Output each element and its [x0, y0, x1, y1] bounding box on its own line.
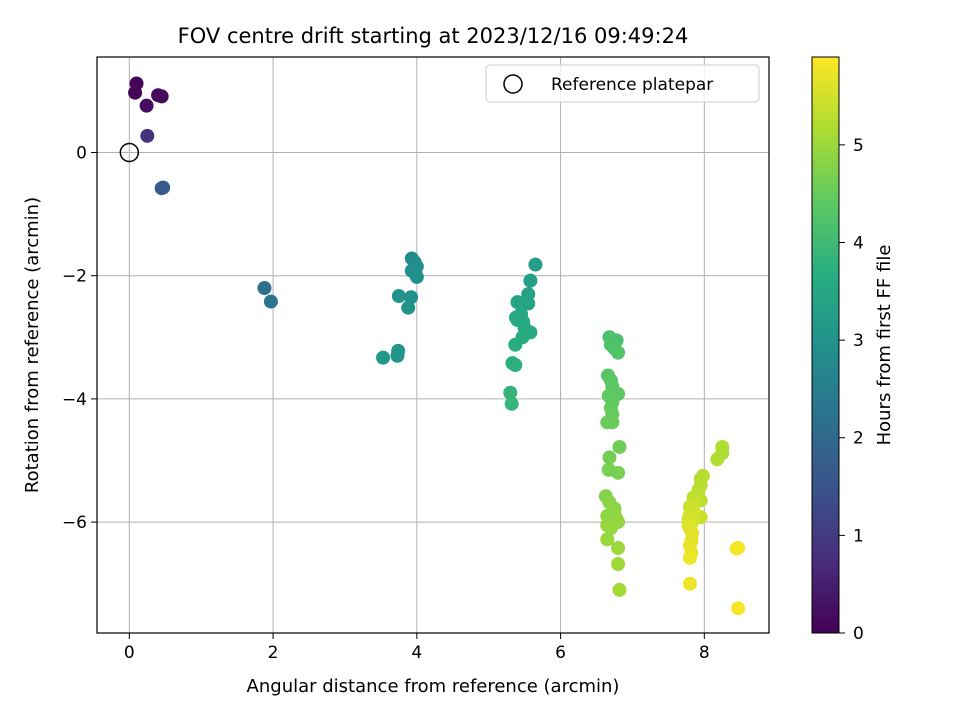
- colorbar-tick-label: 4: [853, 233, 864, 253]
- data-point: [391, 289, 406, 304]
- data-point: [503, 385, 518, 400]
- data-point: [710, 452, 725, 467]
- legend: Reference platepar: [485, 64, 760, 103]
- data-point: [401, 300, 416, 315]
- data-point: [504, 396, 519, 411]
- x-axis-ticks: 0 2 4 6 8: [124, 633, 710, 663]
- data-points: [128, 76, 746, 616]
- data-point: [521, 296, 536, 311]
- data-point: [602, 450, 617, 465]
- data-point: [600, 532, 615, 547]
- data-point: [409, 269, 424, 284]
- data-point: [612, 582, 627, 597]
- data-point: [508, 337, 523, 352]
- plot-frame: [96, 56, 770, 634]
- grid-lines: [97, 57, 769, 633]
- y-tick-label: −6: [62, 513, 87, 533]
- data-point: [612, 439, 627, 454]
- data-point: [731, 601, 746, 616]
- legend-box: [485, 64, 760, 103]
- chart-title: FOV centre drift starting at 2023/12/16 …: [178, 24, 689, 48]
- colorbar-tick-label: 1: [853, 526, 864, 546]
- data-point: [528, 257, 543, 272]
- data-point: [156, 180, 171, 195]
- x-tick-label: 8: [699, 643, 710, 663]
- y-tick-label: −2: [62, 267, 87, 287]
- y-tick-label: 0: [76, 143, 87, 163]
- data-point: [376, 350, 391, 365]
- data-point: [611, 345, 626, 360]
- colorbar-tick-label: 2: [853, 429, 864, 449]
- data-point: [611, 557, 626, 572]
- data-point: [139, 98, 154, 113]
- data-point: [140, 128, 155, 143]
- y-axis-label: Rotation from reference (arcmin): [22, 197, 43, 493]
- data-point: [682, 576, 697, 591]
- y-tick-label: −4: [62, 390, 87, 410]
- colorbar-tick-label: 5: [853, 136, 864, 156]
- data-point: [263, 294, 278, 309]
- x-tick-label: 6: [555, 643, 566, 663]
- data-point: [605, 415, 620, 430]
- colorbar-ticks: 0 1 2 3 4 5: [839, 136, 864, 644]
- data-point: [404, 290, 419, 305]
- x-tick-label: 2: [268, 643, 279, 663]
- data-point: [682, 550, 697, 565]
- data-point: [510, 295, 525, 310]
- x-tick-label: 0: [124, 643, 135, 663]
- legend-open-circle-icon: [503, 74, 523, 94]
- colorbar-label: Hours from first FF file: [874, 245, 895, 446]
- reference-platepar-marker: [119, 142, 140, 163]
- colorbar-tick-label: 3: [853, 331, 864, 351]
- y-axis-ticks: −6 −4 −2 0: [62, 143, 97, 533]
- colorbar: [811, 56, 840, 634]
- x-tick-label: 4: [411, 643, 422, 663]
- colorbar-tick-label: 0: [853, 624, 864, 644]
- data-point: [729, 541, 744, 556]
- data-point: [128, 85, 143, 100]
- x-axis-label: Angular distance from reference (arcmin): [247, 676, 620, 697]
- data-point: [257, 281, 272, 296]
- data-point: [390, 348, 405, 363]
- data-point: [611, 540, 626, 555]
- data-point: [508, 358, 523, 373]
- data-point: [523, 273, 538, 288]
- legend-label: Reference platepar: [551, 75, 713, 95]
- data-point: [154, 89, 169, 104]
- data-point: [603, 521, 618, 536]
- data-point: [611, 465, 626, 480]
